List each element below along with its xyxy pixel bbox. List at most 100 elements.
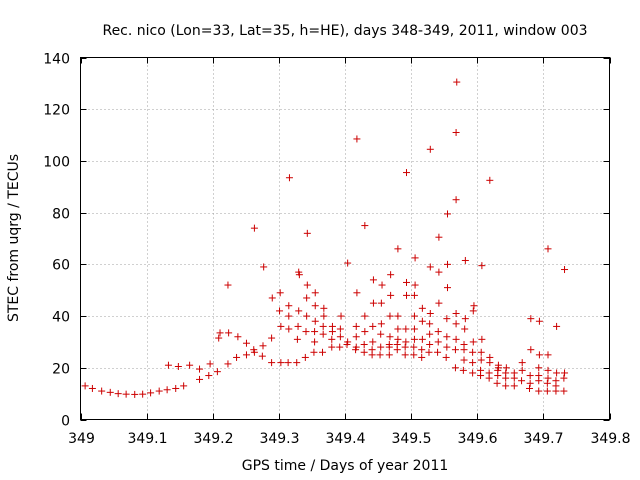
x-tick-label: 349.4: [325, 431, 365, 447]
data-point: [486, 176, 494, 184]
data-point: [361, 312, 369, 320]
data-point: [319, 322, 327, 330]
data-point: [377, 299, 385, 307]
data-point: [518, 359, 526, 367]
data-point: [284, 359, 292, 367]
data-point: [410, 351, 418, 359]
data-point: [526, 372, 534, 380]
data-point: [518, 377, 526, 385]
data-point: [525, 384, 533, 392]
data-point: [426, 330, 434, 338]
data-point: [377, 343, 385, 351]
data-point: [461, 325, 469, 333]
data-point: [276, 289, 284, 297]
data-point: [502, 369, 510, 377]
data-point: [452, 320, 460, 328]
data-point: [435, 233, 443, 241]
data-point: [268, 334, 276, 342]
data-point: [426, 145, 434, 153]
data-point: [320, 312, 328, 320]
data-point: [418, 335, 426, 343]
data-point: [319, 348, 327, 356]
data-point: [543, 387, 551, 395]
data-point: [328, 343, 336, 351]
data-point: [560, 387, 568, 395]
data-point: [402, 278, 410, 286]
data-point: [518, 366, 526, 374]
data-point: [139, 390, 147, 398]
x-tick-labels: 349 349.1 349.2 349.3 349.4 349.5 349.6 349.7 34…: [68, 431, 630, 447]
data-point: [426, 341, 434, 349]
data-point: [394, 335, 402, 343]
data-point: [394, 325, 402, 333]
data-point: [320, 304, 328, 312]
data-point: [369, 276, 377, 284]
data-point: [410, 291, 418, 299]
data-point: [164, 361, 172, 369]
data-point: [215, 334, 223, 342]
data-point: [543, 379, 551, 387]
data-point: [553, 369, 561, 377]
axis-ticks: [80, 57, 611, 421]
data-point: [443, 260, 451, 268]
data-point: [385, 341, 393, 349]
y-tick-label: 120: [43, 103, 70, 119]
data-point: [260, 263, 268, 271]
data-point: [510, 369, 518, 377]
data-point: [425, 348, 433, 356]
data-point: [451, 364, 459, 372]
data-point: [386, 333, 394, 341]
data-point: [560, 374, 568, 382]
data-point: [493, 379, 501, 387]
data-point: [502, 364, 510, 372]
data-point: [205, 372, 213, 380]
data-point: [544, 366, 552, 374]
data-point: [303, 294, 311, 302]
data-point: [461, 256, 469, 264]
data-point: [311, 289, 319, 297]
x-tick-label: 349.6: [457, 431, 497, 447]
data-point: [174, 362, 182, 370]
data-point: [106, 388, 114, 396]
data-point: [535, 372, 543, 380]
data-points: [81, 78, 569, 398]
grid-lines: [80, 57, 610, 420]
data-point: [527, 346, 535, 354]
data-point: [434, 338, 442, 346]
data-point: [206, 360, 214, 368]
data-point: [418, 304, 426, 312]
data-point: [410, 343, 418, 351]
data-point: [98, 387, 106, 395]
data-point: [277, 359, 285, 367]
data-point: [477, 356, 485, 364]
y-axis-label: STEC from uqrg / TECUs: [6, 154, 22, 322]
data-point: [344, 259, 352, 267]
data-point: [122, 390, 130, 398]
data-point: [411, 281, 419, 289]
x-axis-label: GPS time / Days of year 2011: [242, 458, 449, 474]
data-point: [337, 312, 345, 320]
data-point: [155, 387, 163, 395]
x-tick-label: 349.5: [391, 431, 431, 447]
data-point: [459, 366, 467, 374]
data-point: [344, 338, 352, 346]
data-point: [544, 245, 552, 253]
data-point: [426, 263, 434, 271]
data-point: [250, 224, 258, 232]
data-point: [478, 262, 486, 270]
data-point: [268, 294, 276, 302]
data-point: [295, 307, 303, 315]
data-point: [369, 322, 377, 330]
data-point: [303, 312, 311, 320]
data-point: [368, 346, 376, 354]
data-point: [401, 351, 409, 359]
y-tick-label: 20: [52, 362, 70, 378]
data-point: [387, 291, 395, 299]
data-point: [360, 348, 368, 356]
data-point: [285, 325, 293, 333]
data-point: [535, 364, 543, 372]
data-point: [259, 342, 267, 350]
x-tick-label: 349.2: [193, 431, 233, 447]
data-point: [311, 302, 319, 310]
data-point: [224, 360, 232, 368]
